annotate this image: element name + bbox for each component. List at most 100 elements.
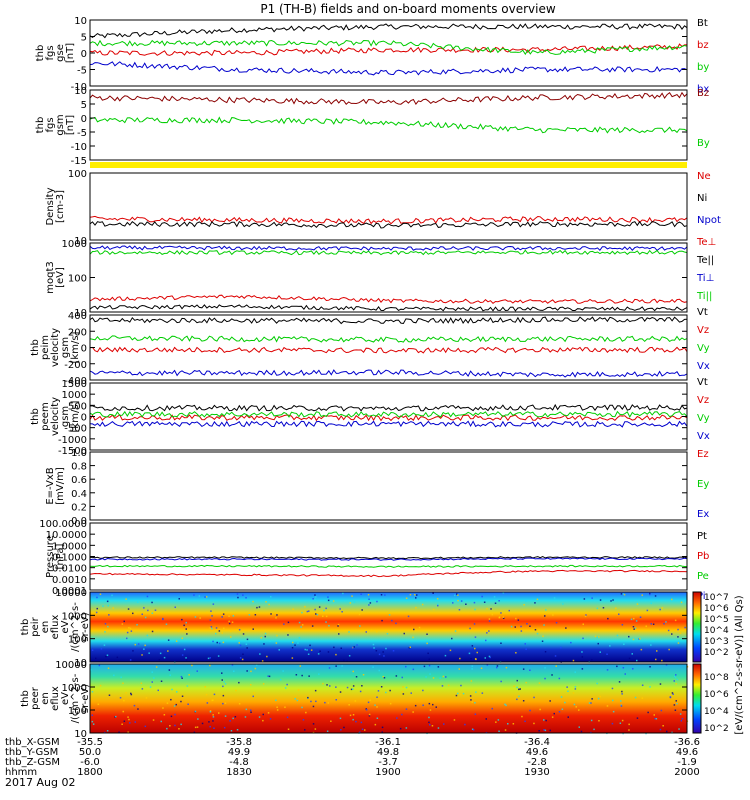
series-line-Vt: [89, 316, 688, 325]
y-axis-label: [mV/m]: [55, 467, 66, 505]
series-line-Te||: [89, 304, 688, 312]
y-axis-label: eV: [60, 692, 71, 705]
y-tick-label: 10: [74, 236, 87, 247]
y-axis-label: thb: [20, 690, 31, 707]
colorbar-bottom: [692, 663, 702, 734]
legend-entry: Vy: [697, 413, 710, 424]
y-tick-label: 400: [68, 311, 87, 322]
x-axis-row-label: hhmm: [5, 767, 37, 778]
series-line-Pe: [89, 564, 687, 568]
y-axis-label: peer: [30, 686, 41, 710]
panel-frame: [89, 451, 688, 521]
series-line-Bz: [89, 91, 688, 106]
y-tick-label: 0: [81, 413, 87, 424]
x-axis-value: -36.1: [375, 737, 401, 748]
y-tick-label: 5: [81, 100, 87, 111]
x-axis-value: -35.5: [77, 737, 103, 748]
x-axis-value: 50.0: [79, 747, 101, 758]
legend-entry: Vx: [697, 431, 710, 442]
x-axis-value: 2000: [674, 767, 699, 778]
legend-entry: by: [697, 62, 709, 73]
y-tick-label: -400: [64, 376, 87, 387]
colorbar-tick: 10^4: [704, 626, 729, 636]
legend-entry: Ti⊥: [696, 273, 714, 284]
y-tick-label: -5: [77, 128, 87, 139]
y-axis-label: gse: [55, 44, 66, 62]
y-axis-label: Density: [45, 187, 56, 225]
y-tick-label: 500: [68, 401, 87, 412]
y-axis-label: sr-eV): [80, 612, 91, 641]
y-axis-label: en: [40, 621, 51, 634]
y-axis-label: gsm: [60, 406, 71, 427]
y-axis-label: velocity: [50, 328, 61, 367]
y-tick-label: -1500: [58, 446, 87, 457]
series-line-Vy: [89, 335, 688, 343]
panel-density: 100 10 Density [cm-3] Ne Ni Npot: [45, 169, 721, 247]
y-tick-label: -1000: [58, 435, 87, 446]
y-axis-label: thb: [20, 619, 31, 636]
legend-entry: Vz: [697, 325, 709, 336]
legend-entry: Te||: [696, 255, 714, 266]
y-tick-label: 0: [81, 49, 87, 60]
y-tick-label: -200: [64, 360, 87, 371]
legend-entry: Bz: [697, 88, 709, 99]
legend-entry: Pb: [697, 551, 709, 562]
legend-entry: By: [697, 138, 710, 149]
x-axis-row-label: thb_X-GSM: [5, 737, 60, 748]
y-tick-label: 0.2: [71, 502, 87, 513]
x-axis-value: 1800: [77, 767, 102, 778]
colorbar-top: [692, 591, 702, 663]
panel-peim_velocity: 400 200 0 -200 -400 thb peim velocity gsm [km/s] V…: [30, 307, 710, 387]
colorbar-label: [eV/(cm^2-s-sr-eV)] (All Qs): [734, 595, 745, 734]
y-tick-label: 0.4: [71, 489, 87, 500]
panel-frame: [89, 172, 688, 241]
y-axis-label: /(cm^2-s-: [70, 602, 81, 652]
x-axis-value: -36.4: [524, 737, 550, 748]
y-tick-label: 1000: [62, 239, 87, 250]
series-line-Ti⊥: [89, 245, 688, 252]
y-axis-label: thb: [35, 45, 46, 62]
y-axis-label: fgs: [45, 45, 56, 60]
x-axis-row-label: thb_Z-GSM: [5, 757, 60, 768]
legend-entry: Te⊥: [696, 237, 716, 248]
y-tick-label: 1000: [62, 390, 87, 401]
y-axis-label: thb: [35, 117, 46, 134]
y-axis-label: [nPa]: [55, 543, 66, 569]
legend-entry: Pt: [697, 531, 707, 542]
colorbar-tick: 10^8: [704, 673, 729, 683]
y-tick-label: 200: [68, 327, 87, 338]
legend-entry: Vz: [697, 395, 709, 406]
series-line-bx: [89, 61, 688, 76]
y-tick-label: 10: [74, 16, 87, 27]
y-tick-label: 10000: [55, 588, 87, 599]
series-line-By: [89, 116, 688, 134]
series-line-Vz: [89, 346, 688, 354]
x-axis-value: -6.0: [80, 757, 100, 768]
y-tick-label: 100: [68, 706, 87, 717]
panel-efield: 1.0 0.8 0.6 0.4 0.2 0.0 E=-VxB [mV/m] Ez Ey Ex: [45, 448, 709, 527]
legend-entry: Npot: [697, 215, 721, 226]
y-tick-label: 10.0000: [46, 530, 87, 541]
panel-fgs_gse: 10 5 0 -5 -10 thb fgs gse [nT] Bt bz by bx: [35, 16, 709, 95]
series-line-bz: [89, 43, 688, 57]
y-tick-label: 1000: [62, 611, 87, 622]
x-axis-value: -2.8: [527, 757, 547, 768]
panel-peir_eflux: 10000 1000 100 10 thb peir en eflux eV/(cm^2-s-s…: [20, 588, 688, 669]
legend-entry: Ex: [697, 509, 709, 520]
y-tick-label: 100: [68, 274, 87, 285]
series-line-Ni: [89, 220, 688, 229]
panel-frame: [89, 382, 688, 451]
series-line-Te⊥: [89, 294, 688, 304]
legend-entry: Bt: [697, 18, 708, 29]
y-tick-label: 0.8: [71, 462, 87, 473]
panel-frame: [89, 314, 688, 381]
x-axis-value: 49.6: [676, 747, 698, 758]
colorbar-tick: 10^5: [704, 615, 729, 625]
legend-entry: Ez: [697, 449, 709, 460]
y-tick-label: 1000: [62, 683, 87, 694]
legend-entry: bz: [697, 40, 709, 51]
y-tick-label: -10: [71, 82, 87, 93]
y-tick-label: 0.0: [71, 516, 87, 527]
legend-entry: Vt: [697, 307, 708, 318]
